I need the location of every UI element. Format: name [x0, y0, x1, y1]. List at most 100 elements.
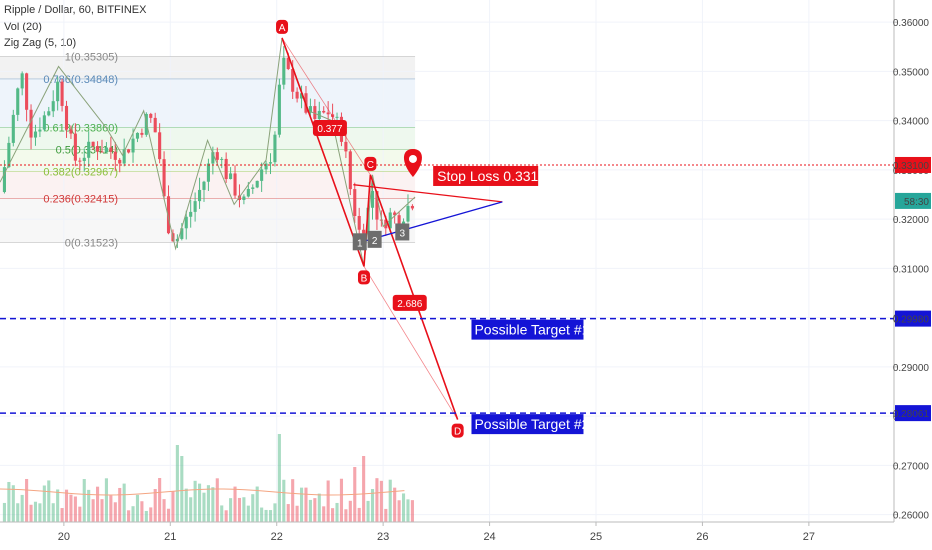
- current-price-badge: [895, 192, 931, 209]
- volume-bar: [233, 486, 237, 522]
- x-tick-label: 23: [377, 531, 389, 543]
- price-badge-label: 0.29980: [893, 315, 930, 326]
- candle-body: [229, 173, 233, 180]
- volume-bar: [344, 509, 348, 522]
- volume-ma-line: [0, 488, 405, 496]
- fib-label: 0.618(0.33860): [43, 123, 118, 135]
- price-badge-label: 0.28061: [893, 409, 930, 420]
- candle-body: [100, 151, 104, 153]
- volume-bar: [237, 497, 242, 522]
- volume-bar: [215, 478, 219, 522]
- volume-bar: [109, 495, 113, 522]
- candle-body: [78, 160, 82, 162]
- x-tick-label: 26: [696, 531, 708, 543]
- volume-bar: [113, 502, 117, 522]
- candle-body: [47, 111, 51, 116]
- candle-body: [268, 162, 273, 164]
- price-badge-label: 0.33100: [893, 161, 930, 172]
- volume-bar: [273, 503, 277, 522]
- stop-loss-box: [433, 165, 539, 186]
- candle-body: [189, 211, 193, 217]
- volume-bar: [171, 491, 175, 522]
- y-tick-label: 0.27000: [893, 461, 930, 472]
- volume-bar: [397, 500, 401, 522]
- fib-label: 1(0.35305): [65, 51, 118, 63]
- candle-body: [38, 129, 42, 132]
- wave-label: 1: [357, 238, 363, 249]
- candle-body: [73, 133, 77, 161]
- candle-body: [233, 173, 237, 196]
- volume-bar: [255, 486, 259, 522]
- pattern-point-badge: [357, 270, 370, 285]
- fib-band: [0, 127, 416, 150]
- current-price-label: 58:30: [904, 197, 929, 208]
- fib-band: [0, 198, 416, 243]
- candle-body: [175, 238, 179, 242]
- zigzag-layer: [0, 37, 416, 267]
- pattern-point-badge: [364, 156, 377, 171]
- candle-body: [60, 81, 64, 106]
- volume-bar: [282, 479, 286, 522]
- candle-body: [260, 169, 264, 181]
- candle-body: [375, 190, 379, 220]
- candle-body: [348, 151, 352, 190]
- wave-label: 2: [372, 236, 378, 247]
- candle-body: [56, 81, 60, 102]
- volume-bar: [47, 480, 51, 522]
- y-tick-label: 0.31000: [893, 264, 930, 275]
- fib-band: [0, 149, 416, 172]
- volume-bar: [268, 510, 273, 522]
- fib-band: [0, 56, 416, 79]
- volume-bar: [357, 507, 361, 522]
- candle-body: [357, 216, 361, 230]
- y-tick-label: 0.26000: [893, 511, 930, 522]
- candle-body: [335, 116, 339, 118]
- candle-body: [215, 152, 219, 160]
- x-tick-label: 27: [803, 531, 815, 543]
- pattern-layer: A B C D 0.377 2.686 1 2 3: [276, 19, 503, 438]
- candle-body: [255, 180, 259, 188]
- price-badge: [895, 310, 931, 327]
- levels-layer: Stop Loss 0.331 Possible Target #1 Possibl…: [0, 148, 894, 435]
- volume-bar: [277, 434, 281, 522]
- x-tick-label: 24: [483, 531, 495, 543]
- volume-bar: [211, 487, 215, 522]
- candle-body: [344, 141, 348, 152]
- candle-body: [299, 93, 304, 99]
- volume-bar: [180, 456, 184, 522]
- volume-bar: [322, 506, 326, 522]
- volume-bar: [73, 496, 77, 522]
- candle-body: [2, 167, 6, 193]
- candle-body: [166, 196, 171, 234]
- volume-bar: [96, 486, 100, 522]
- price-badge: [895, 156, 931, 173]
- volume-bar: [260, 507, 264, 522]
- zigzag-indicator-label: Zig Zag (5, 10): [4, 37, 77, 49]
- wave-badge: [367, 230, 382, 248]
- candle-body: [246, 188, 250, 197]
- ratio-label: 0.377: [317, 124, 342, 135]
- candle-body: [277, 84, 281, 135]
- volume-bar: [33, 501, 38, 522]
- candle-body: [370, 190, 375, 208]
- volume-bar: [206, 485, 210, 522]
- volume-bar: [184, 488, 188, 522]
- volume-bar: [158, 478, 162, 522]
- candle-body: [149, 113, 153, 118]
- volume-bar: [144, 510, 148, 522]
- candle-body: [193, 201, 197, 212]
- candle-body: [180, 228, 184, 239]
- volume-bar: [220, 505, 224, 522]
- volume-bar: [127, 510, 131, 522]
- stop-loss-label: Stop Loss 0.331: [437, 168, 538, 184]
- target-label: Possible Target #1: [474, 322, 589, 338]
- fib-label: 0.236(0.32415): [43, 194, 118, 206]
- candle-body: [410, 205, 414, 209]
- candle-body: [51, 101, 55, 112]
- bd-extension-line: [363, 266, 458, 420]
- candle-body: [87, 141, 91, 158]
- volume-bar: [7, 481, 11, 522]
- candle-body: [282, 57, 286, 85]
